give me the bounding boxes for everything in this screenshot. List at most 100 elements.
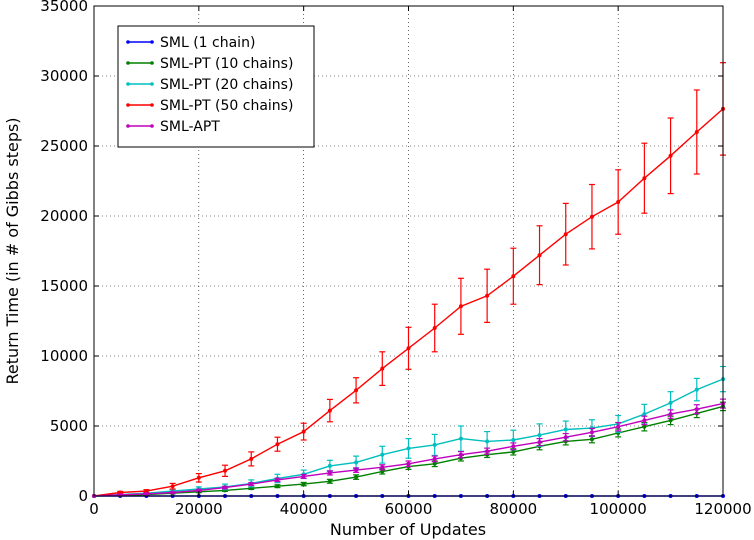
data-point [327,408,332,413]
data-point [589,437,594,442]
legend: SML (1 chain) SML-PT (10 chains) SML-PT (2… [117,25,315,148]
data-point [354,468,359,473]
x-tick-label: 60000 [385,500,433,518]
data-point [380,469,385,474]
x-tick-label: 40000 [280,500,328,518]
data-point [642,418,647,423]
data-point [642,176,647,181]
data-point [458,436,463,441]
data-point [275,477,280,482]
data-point [249,456,254,461]
data-point [406,446,411,451]
data-point [170,484,175,489]
data-point [511,444,516,449]
data-point [380,465,385,470]
data-point [537,440,542,445]
data-point [406,461,411,466]
data-point [432,461,437,466]
legend-marker [150,103,154,107]
y-tick-label: 5000 [50,417,88,435]
legend-marker [126,124,130,128]
y-tick-label: 0 [78,487,88,505]
data-point [668,400,673,405]
y-tick-label: 10000 [40,347,88,365]
x-tick-label: 100000 [590,500,647,518]
data-point [511,274,516,279]
legend-marker [126,103,130,107]
y-tick-label: 25000 [40,137,88,155]
data-point [144,491,149,496]
data-point [589,214,594,219]
legend-marker [126,82,130,86]
data-point [196,475,201,480]
data-point [642,412,647,417]
data-point [616,424,621,429]
x-tick-label: 0 [89,500,99,518]
data-point [223,468,228,473]
data-point [432,326,437,330]
data-point [668,153,673,158]
y-tick-label: 30000 [40,67,88,85]
data-point [275,442,280,447]
data-point [327,470,332,475]
data-point [694,407,699,412]
data-point [537,253,542,258]
data-point [301,429,306,434]
data-point [485,449,490,454]
data-point [537,433,542,438]
legend-marker [150,124,154,128]
y-tick-label: 15000 [40,277,88,295]
x-tick-label: 80000 [489,500,537,518]
data-point [668,412,673,417]
data-point [458,452,463,457]
data-point [223,485,228,490]
legend-label: SML-PT (10 chains) [160,56,293,72]
data-point [170,490,175,495]
data-point [511,438,516,442]
x-tick-label: 20000 [175,500,223,518]
data-point [354,460,359,465]
data-point [380,452,385,457]
series-layer [92,62,726,498]
data-point [432,456,437,461]
legend-label: SML-APT [160,119,220,135]
data-point [301,474,306,479]
data-point [275,484,280,489]
x-tick-label: 120000 [694,500,751,518]
data-point [380,366,385,371]
legend-label: SML-PT (50 chains) [160,98,293,114]
legend-marker [150,82,154,86]
data-point [327,463,332,468]
legend-marker [126,40,130,44]
data-point [354,388,359,393]
data-point [642,424,647,429]
legend-marker [150,61,154,65]
y-axis-label: Return Time (in # of Gibbs steps) [3,117,22,384]
data-point [511,449,516,454]
data-point [249,482,254,487]
data-point [694,387,699,392]
data-point [563,232,568,237]
legend-marker [126,61,130,65]
data-point [406,346,411,351]
data-point [485,439,490,444]
y-tick-label: 35000 [40,0,88,15]
x-axis-label: Number of Updates [330,520,486,539]
legend-label: SML-PT (20 chains) [160,77,293,93]
data-point [563,435,568,440]
data-point [354,475,359,480]
y-tick-label: 20000 [40,207,88,225]
data-point [301,482,306,487]
data-point [458,304,463,309]
series-4 [92,398,726,498]
data-point [616,200,621,204]
legend-marker [150,40,154,44]
data-point [589,430,594,435]
data-point [144,489,149,494]
data-point [563,427,568,432]
data-point [432,442,437,447]
data-point [485,293,490,298]
data-point [196,488,201,493]
data-point [694,130,699,134]
